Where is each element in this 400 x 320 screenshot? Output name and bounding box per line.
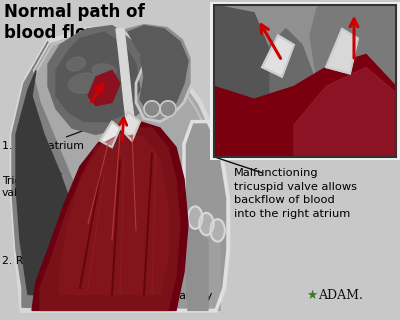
Polygon shape [168,122,228,310]
Polygon shape [270,29,322,157]
Text: 2. Right ventricle: 2. Right ventricle [2,244,96,266]
Polygon shape [196,224,220,310]
Polygon shape [262,35,294,77]
Polygon shape [48,26,152,134]
Text: ★: ★ [306,289,317,302]
Polygon shape [184,224,208,310]
Polygon shape [294,67,396,157]
Ellipse shape [188,206,202,229]
Polygon shape [88,70,120,106]
Ellipse shape [144,101,160,117]
Ellipse shape [68,73,100,93]
Polygon shape [12,29,228,310]
Polygon shape [60,134,168,294]
Polygon shape [120,22,192,122]
Ellipse shape [160,101,176,117]
Polygon shape [112,29,136,272]
Ellipse shape [210,219,225,242]
Text: Malfunctioning
tricuspid valve allows
backflow of blood
into the right atrium: Malfunctioning tricuspid valve allows ba… [234,168,357,219]
Ellipse shape [92,64,116,77]
Polygon shape [100,122,120,147]
Ellipse shape [199,213,214,235]
Bar [214,5,396,157]
Polygon shape [12,42,96,307]
Polygon shape [32,122,188,310]
Ellipse shape [66,57,86,71]
Polygon shape [56,32,140,122]
Polygon shape [16,70,84,298]
Polygon shape [128,26,188,112]
Polygon shape [310,5,396,157]
Text: 1. Right atrium: 1. Right atrium [2,131,84,151]
Polygon shape [326,29,358,74]
Text: Tricuspid
valve: Tricuspid valve [2,174,62,198]
Polygon shape [214,54,396,157]
Bar [210,2,400,160]
Text: ADAM.: ADAM. [318,289,363,302]
Text: 3. Pulmonary artery: 3. Pulmonary artery [104,277,212,301]
Text: Normal path of
blood flow: Normal path of blood flow [4,3,145,42]
Polygon shape [120,112,140,141]
Polygon shape [40,128,180,310]
Bar [214,5,396,157]
Polygon shape [214,5,282,157]
